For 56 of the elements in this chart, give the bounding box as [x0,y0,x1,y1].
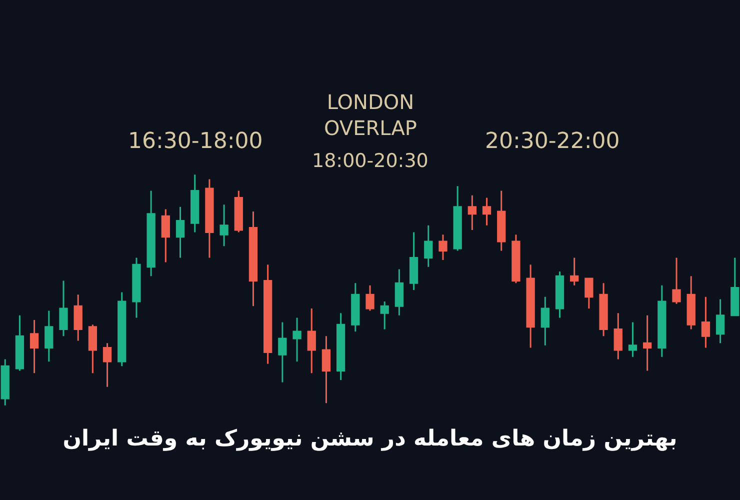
candlestick [701,296,710,348]
candlestick [307,308,316,374]
candlestick [526,264,535,348]
candlestick [74,294,82,342]
candlestick [278,322,287,384]
candlestick [118,292,126,367]
candlestick [628,322,638,358]
candlestick [453,185,462,252]
candlestick [584,278,594,310]
candlestick [176,206,185,258]
candlestick [205,178,214,258]
candlestick [161,208,170,264]
candlestick [686,275,696,330]
candlestick [394,268,404,316]
candlestick [102,342,112,388]
candlestick [614,312,622,360]
candlestick [730,256,740,316]
candlestick [409,232,418,291]
text: 18:00-20:30 [312,150,428,172]
candlestick [248,210,258,307]
candlestick [642,314,652,372]
candlestick [438,234,448,261]
candlestick [482,196,492,226]
candlestick [468,194,476,231]
text: 16:30-18:00 [128,129,263,154]
candlestick [234,190,243,234]
candlestick [512,234,520,284]
candlestick [30,319,39,374]
candlestick [146,190,156,277]
candlestick [44,310,54,362]
candlestick [716,298,725,344]
candlestick [88,324,98,374]
candlestick [132,256,141,318]
candlestick [424,224,433,268]
candlestick [292,316,302,362]
text: 20:30-22:00 [485,129,620,154]
candlestick [570,256,579,286]
candlestick [380,300,389,330]
candlestick [366,284,374,312]
candlestick [322,335,331,404]
candlestick [540,296,550,346]
candlestick [0,358,10,406]
candlestick [599,282,608,337]
candlestick [15,314,24,372]
candlestick [658,284,666,358]
candlestick [190,174,200,234]
candlestick [220,204,228,247]
candlestick [672,256,681,305]
candlestick [555,270,564,318]
text: LONDON OVERLAP [324,90,417,140]
candlestick [336,312,346,381]
candlestick [59,280,68,337]
text: بهترین زمان های معامله در سشن نیویورک به وقت ایران [62,426,678,452]
candlestick [351,282,360,332]
candlestick [497,190,506,252]
candlestick [264,264,272,365]
